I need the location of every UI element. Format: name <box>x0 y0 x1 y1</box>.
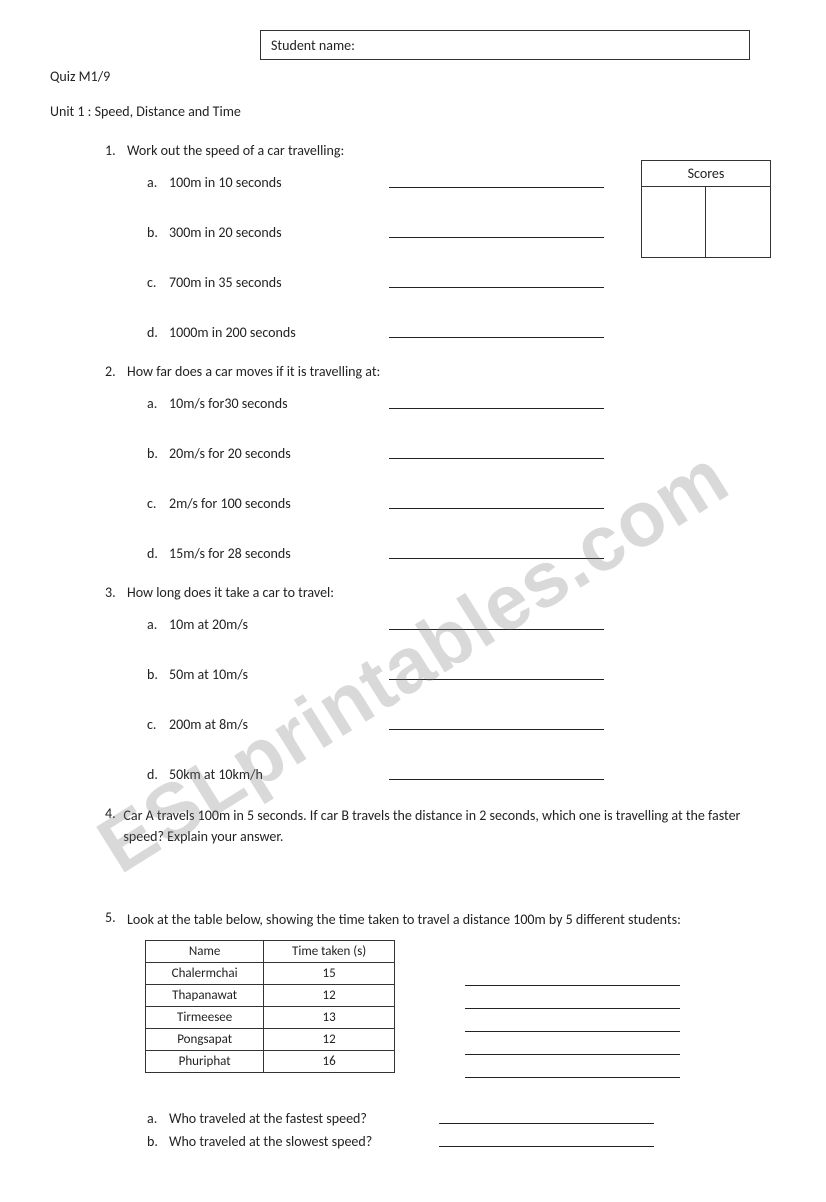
questions: 1. Work out the speed of a car travellin… <box>50 142 776 1150</box>
table-cell: Thapanawat <box>146 985 264 1007</box>
answer-line[interactable] <box>389 408 604 409</box>
table-cell: 12 <box>264 1029 395 1051</box>
answer-line[interactable] <box>389 779 604 780</box>
answer-line[interactable] <box>439 1123 654 1124</box>
q4-number: 4. <box>105 805 123 887</box>
question-3: 3. How long does it take a car to travel… <box>105 584 776 783</box>
question-4: 4. Car A travels 100m in 5 seconds. If c… <box>105 805 776 887</box>
table-cell: Chalermchai <box>146 963 264 985</box>
question-5: 5. Look at the table below, showing the … <box>105 909 776 1150</box>
scores-cell-right[interactable] <box>706 187 770 257</box>
q2b-text: 20m/s for 20 seconds <box>169 445 369 462</box>
answer-line[interactable] <box>389 508 604 509</box>
answer-line[interactable] <box>439 1146 654 1147</box>
scores-header: Scores <box>642 161 770 187</box>
table-cell: 13 <box>264 1007 395 1029</box>
q5a-text: Who traveled at the fastest speed? <box>169 1110 429 1127</box>
table-cell: Tirmeesee <box>146 1007 264 1029</box>
q3b-letter: b. <box>147 666 169 683</box>
table-cell: 16 <box>264 1051 395 1073</box>
answer-line[interactable] <box>389 558 604 559</box>
q1-number: 1. <box>105 142 127 159</box>
q2-stem: How far does a car moves if it is travel… <box>127 363 380 380</box>
q5-col1: Name <box>146 941 264 963</box>
q3a-letter: a. <box>147 616 169 633</box>
q5-number: 5. <box>105 909 127 940</box>
answer-line[interactable] <box>389 337 604 338</box>
q1-stem: Work out the speed of a car travelling: <box>127 142 344 159</box>
answer-line[interactable] <box>389 629 604 630</box>
worksheet-page: Student name: Quiz M1/9 Unit 1 : Speed, … <box>0 0 826 1202</box>
q1c-text: 700m in 35 seconds <box>169 274 369 291</box>
answer-line[interactable] <box>389 679 604 680</box>
q4-text: Car A travels 100m in 5 seconds. If car … <box>123 807 740 845</box>
q5-table: Name Time taken (s) Chalermchai15 Thapan… <box>145 940 395 1073</box>
q5-answer-lines <box>465 940 680 1100</box>
q1a-letter: a. <box>147 174 169 191</box>
q2c-letter: c. <box>147 495 169 512</box>
q5b-letter: b. <box>147 1133 169 1150</box>
table-cell: 15 <box>264 963 395 985</box>
q5b-text: Who traveled at the slowest speed? <box>169 1133 429 1150</box>
q1d-letter: d. <box>147 324 169 341</box>
q2-number: 2. <box>105 363 127 380</box>
q1b-letter: b. <box>147 224 169 241</box>
answer-line[interactable] <box>389 187 604 188</box>
table-cell: Pongsapat <box>146 1029 264 1051</box>
q2a-text: 10m/s for30 seconds <box>169 395 369 412</box>
q3-stem: How long does it take a car to travel: <box>127 584 334 601</box>
answer-line[interactable] <box>389 237 604 238</box>
q2a-letter: a. <box>147 395 169 412</box>
q3d-text: 50km at 10km/h <box>169 766 369 783</box>
answer-line[interactable] <box>389 287 604 288</box>
q3c-letter: c. <box>147 716 169 733</box>
answer-line[interactable] <box>465 1054 680 1055</box>
q2c-text: 2m/s for 100 seconds <box>169 495 369 512</box>
q1c-letter: c. <box>147 274 169 291</box>
q3-number: 3. <box>105 584 127 601</box>
q2d-text: 15m/s for 28 seconds <box>169 545 369 562</box>
q3b-text: 50m at 10m/s <box>169 666 369 683</box>
q2b-letter: b. <box>147 445 169 462</box>
answer-line[interactable] <box>465 1077 680 1078</box>
table-cell: Phuriphat <box>146 1051 264 1073</box>
question-2: 2. How far does a car moves if it is tra… <box>105 363 776 562</box>
scores-box: Scores <box>641 160 771 258</box>
answer-line[interactable] <box>389 729 604 730</box>
quiz-label: Quiz M1/9 <box>50 68 776 85</box>
scores-body <box>642 187 770 257</box>
q5-text: Look at the table below, showing the tim… <box>127 911 681 928</box>
scores-cell-left[interactable] <box>642 187 706 257</box>
answer-line[interactable] <box>465 1008 680 1009</box>
q3d-letter: d. <box>147 766 169 783</box>
unit-title: Unit 1 : Speed, Distance and Time <box>50 103 776 120</box>
q3c-text: 200m at 8m/s <box>169 716 369 733</box>
q1d-text: 1000m in 200 seconds <box>169 324 369 341</box>
answer-line[interactable] <box>389 458 604 459</box>
table-cell: 12 <box>264 985 395 1007</box>
q5a-letter: a. <box>147 1110 169 1127</box>
q2d-letter: d. <box>147 545 169 562</box>
q1a-text: 100m in 10 seconds <box>169 174 369 191</box>
q1b-text: 300m in 20 seconds <box>169 224 369 241</box>
q3a-text: 10m at 20m/s <box>169 616 369 633</box>
student-name-box[interactable]: Student name: <box>260 30 750 60</box>
student-name-label: Student name: <box>271 37 355 54</box>
answer-line[interactable] <box>465 985 680 986</box>
q5-col2: Time taken (s) <box>264 941 395 963</box>
answer-line[interactable] <box>465 1031 680 1032</box>
